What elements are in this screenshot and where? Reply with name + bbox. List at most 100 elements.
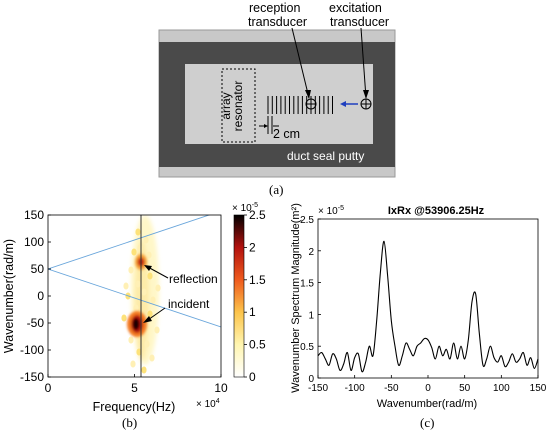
excitation-pointer — [360, 27, 367, 99]
colorbar-tick-label: 0.5 — [249, 338, 266, 352]
incident-label: incident — [168, 297, 210, 311]
spectrum-x-tick-label: 150 — [530, 383, 547, 394]
heat-speckle — [141, 288, 147, 296]
heat-speckle — [147, 272, 153, 280]
heat-speckle — [135, 280, 141, 288]
heat-speckle — [149, 354, 155, 362]
heat-speckle — [133, 304, 139, 312]
spectrum-y-tick-label: 1 — [308, 310, 314, 321]
spectrum-y-tick-label: 1.5 — [300, 279, 314, 290]
reception-pointer-head — [305, 90, 311, 99]
colorbar — [233, 214, 245, 378]
putty-label: duct seal putty — [287, 149, 364, 163]
array-label: array — [219, 92, 233, 119]
colorbar-tick-label: 2 — [249, 240, 256, 254]
y-exponent-power: -5 — [338, 205, 344, 212]
heat-speckle — [130, 360, 136, 368]
dispersion-line-upper — [48, 215, 211, 270]
resonator-ticks — [267, 96, 333, 114]
heat-speckle — [121, 314, 127, 322]
spectrum-y-tick-label: 2.5 — [300, 215, 314, 226]
colorbar-tick-label: 1.5 — [249, 273, 266, 287]
heatmap-y-tick-label: 100 — [24, 235, 44, 249]
colorbar-exponent-base: × 10 — [232, 203, 252, 214]
resonator-array-box — [221, 68, 256, 143]
spectrum-y-exponent: × 10-5 — [318, 205, 344, 217]
heat-speckle — [131, 248, 137, 256]
spectrum-x-tick-label: 50 — [459, 383, 471, 394]
spectrum-y-tick-label: 0 — [308, 374, 314, 385]
x-exponent-power: 4 — [216, 398, 220, 405]
spectrum-x-tick-label: -100 — [345, 383, 365, 394]
spectrum-x-tick-label: 100 — [493, 383, 510, 394]
colorbar-exponent: × 10-5 — [232, 202, 258, 214]
reception-label-2: transducer — [248, 15, 307, 29]
dispersion-line-lower — [48, 268, 221, 328]
spectrum-axes: -150 -100 -50 0 50 100 150 0 0.5 1 1.5 2 2.5 — [300, 215, 547, 394]
schematic-panel: resonator array reception transducer exc… — [158, 1, 396, 197]
caption-a: (a) — [269, 182, 283, 197]
heat-speckle — [136, 348, 142, 356]
heat-speckle — [146, 251, 152, 259]
colorbar-tick-label: 0 — [249, 370, 256, 384]
heatmap-x-exponent: × 104 — [196, 398, 220, 410]
heatmap-y-tick-label: 50 — [31, 262, 45, 276]
excitation-label-2: transducer — [330, 15, 389, 29]
colorbar-tick-label: 2.5 — [249, 208, 266, 222]
excitation-pointer-head — [363, 90, 369, 99]
reflection-label: reflection — [169, 272, 218, 286]
heatmap-y-tick-label: -100 — [20, 343, 44, 357]
scale-label: 2 cm — [273, 127, 300, 141]
heatmap-ylabel: Wavenumber(rad/m) — [2, 239, 16, 353]
spectrum-title: IxRx @53906.25Hz — [388, 205, 485, 217]
wave-arrow-head — [340, 101, 346, 107]
heat-speckle — [143, 236, 149, 244]
resonator-label-line2: array — [219, 92, 233, 119]
incident-arrow-head — [143, 316, 152, 323]
caption-b: (b) — [122, 415, 137, 430]
heatmap-y-tick-label: 150 — [24, 208, 44, 222]
colorbar-exponent-power: -5 — [252, 202, 258, 209]
excitation-label-1: excitation — [329, 1, 382, 15]
spectrum-x-tick-label: -50 — [384, 383, 399, 394]
heat-speckles — [121, 228, 161, 374]
heatmap-xlabel: Frequency(Hz) — [93, 400, 176, 414]
spectrum-ylabel: Wavenumber Spectrum Magnitude(m²) — [290, 203, 302, 393]
caption-c: (c) — [420, 415, 434, 430]
spectrum-y-tick-label: 2 — [308, 247, 314, 258]
reception-label-1: reception — [249, 1, 300, 15]
colorbar-tick-label: 1 — [249, 305, 256, 319]
heat-speckle — [135, 228, 141, 236]
spectrum-y-tick-label: 0.5 — [300, 342, 314, 353]
heatmap-x-tick-label: 5 — [131, 381, 138, 395]
heatmap-y-tick-label: -150 — [20, 370, 44, 384]
heat-speckle — [141, 366, 147, 374]
heatmap-y-tick-label: -50 — [27, 316, 45, 330]
heat-speckle — [128, 266, 134, 274]
scale-arrow-left-head — [264, 124, 268, 128]
spectrum-series-line — [317, 240, 539, 373]
heat-speckle — [128, 336, 134, 344]
heat-speckle — [137, 244, 143, 252]
heatmap-y-tick-label: 0 — [37, 289, 44, 303]
colorbar-ticks: 2.5 2 1.5 1 0.5 0 — [244, 208, 266, 384]
spectrum-panel: -150 -100 -50 0 50 100 150 0 0.5 1 1.5 2 2.5 IxRx @5… — [290, 203, 547, 430]
x-exponent-base: × 10 — [196, 399, 216, 410]
incident-core — [132, 318, 140, 330]
heat-speckle — [155, 284, 161, 292]
spectrum-x-tick-label: -150 — [308, 383, 328, 394]
heat-speckle — [150, 296, 156, 304]
heat-speckle — [123, 282, 129, 290]
reflection-arrow-head — [144, 265, 152, 271]
heat-speckle — [147, 310, 153, 318]
y-exponent-base: × 10 — [318, 206, 338, 217]
spectrum-xlabel: Wavenumber(rad/m) — [377, 398, 477, 410]
heatmap-axes: 0 5 10 150 100 50 0 -50 -100 -150 — [20, 208, 228, 395]
heatmap-x-tick-label: 0 — [45, 381, 52, 395]
heat-speckle — [154, 326, 160, 334]
reception-pointer — [291, 27, 310, 99]
heatmap-content — [48, 215, 221, 377]
spectrum-plot-area — [317, 218, 539, 379]
